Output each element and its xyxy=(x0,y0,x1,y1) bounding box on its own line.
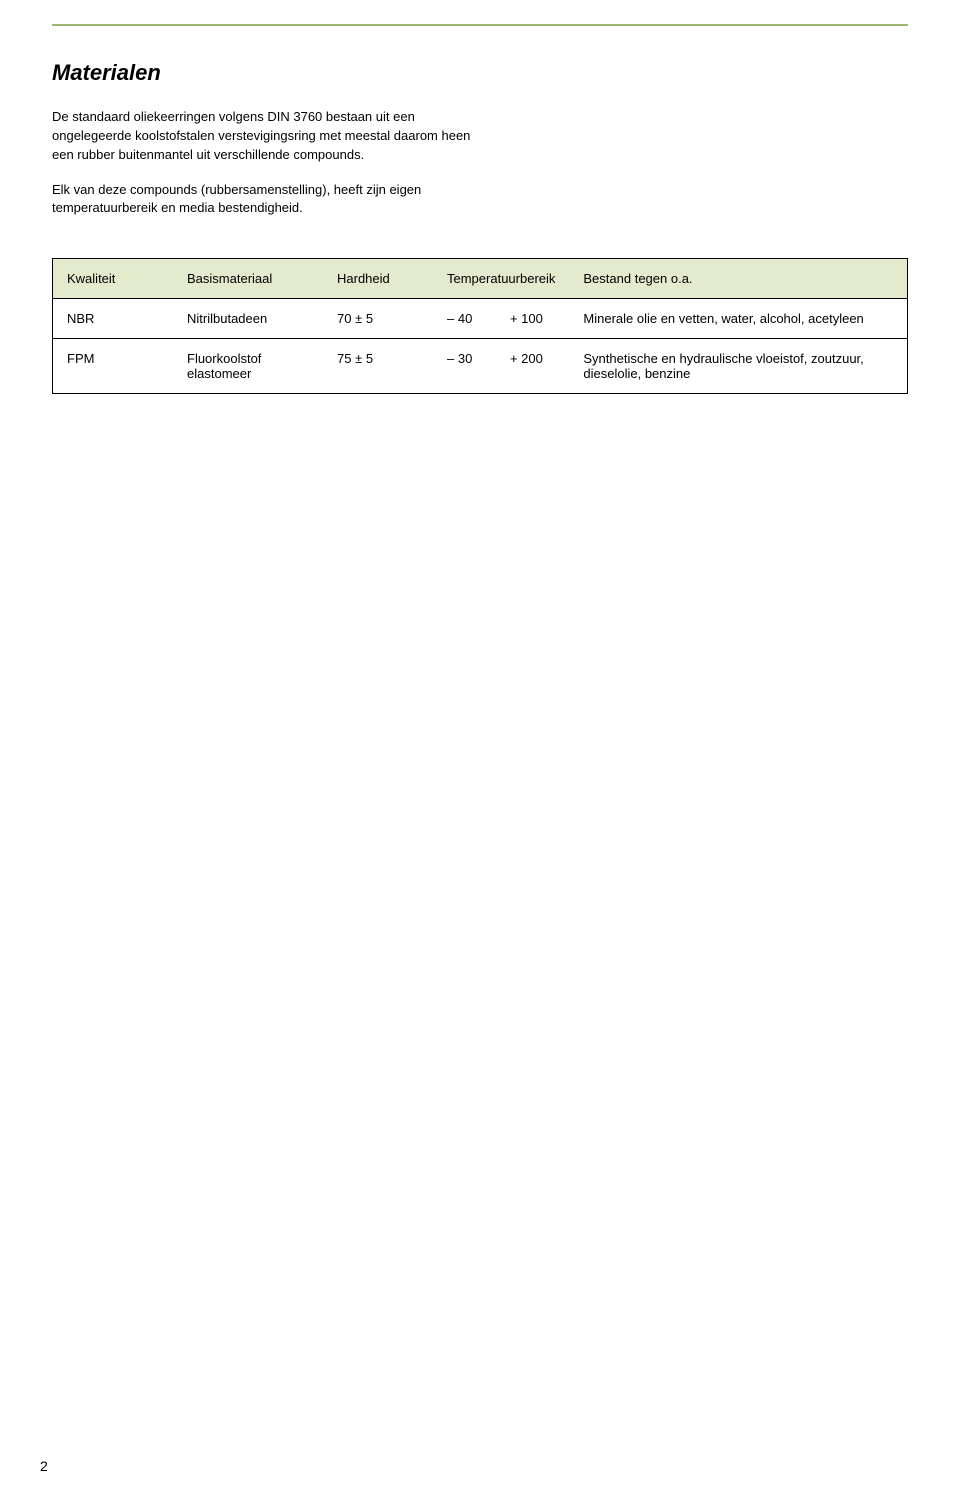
materials-table: Kwaliteit Basismateriaal Hardheid Temper… xyxy=(53,259,907,393)
page: Materialen De standaard oliekeerringen v… xyxy=(0,0,960,1500)
intro-paragraph: De standaard oliekeerringen volgens DIN … xyxy=(52,108,482,165)
cell-bestand: Synthetische en hydraulische vloeistof, … xyxy=(569,339,907,394)
col-header-temperatuurbereik: Temperatuurbereik xyxy=(433,259,569,299)
content-area: Materialen De standaard oliekeerringen v… xyxy=(52,0,908,394)
col-header-hardheid: Hardheid xyxy=(323,259,433,299)
col-header-bestand: Bestand tegen o.a. xyxy=(569,259,907,299)
col-header-kwaliteit: Kwaliteit xyxy=(53,259,173,299)
cell-materiaal: Nitrilbutadeen xyxy=(173,299,323,339)
table-row: NBR Nitrilbutadeen 70 ± 5 – 40 + 100 Min… xyxy=(53,299,907,339)
cell-kwaliteit: FPM xyxy=(53,339,173,394)
intro-paragraph: Elk van deze compounds (rubbersamenstell… xyxy=(52,181,482,219)
page-number: 2 xyxy=(40,1458,48,1474)
cell-kwaliteit: NBR xyxy=(53,299,173,339)
table-header-row: Kwaliteit Basismateriaal Hardheid Temper… xyxy=(53,259,907,299)
top-rule xyxy=(52,24,908,26)
cell-tmin: – 30 xyxy=(433,339,496,394)
table-row: FPM Fluorkoolstof elastomeer 75 ± 5 – 30… xyxy=(53,339,907,394)
cell-hardheid: 75 ± 5 xyxy=(323,339,433,394)
cell-bestand: Minerale olie en vetten, water, alcohol,… xyxy=(569,299,907,339)
cell-materiaal: Fluorkoolstof elastomeer xyxy=(173,339,323,394)
intro-block: De standaard oliekeerringen volgens DIN … xyxy=(52,108,482,218)
cell-tmin: – 40 xyxy=(433,299,496,339)
materials-table-wrap: Kwaliteit Basismateriaal Hardheid Temper… xyxy=(52,258,908,394)
page-title: Materialen xyxy=(52,60,908,86)
cell-hardheid: 70 ± 5 xyxy=(323,299,433,339)
col-header-basismateriaal: Basismateriaal xyxy=(173,259,323,299)
cell-tmax: + 100 xyxy=(496,299,569,339)
cell-tmax: + 200 xyxy=(496,339,569,394)
